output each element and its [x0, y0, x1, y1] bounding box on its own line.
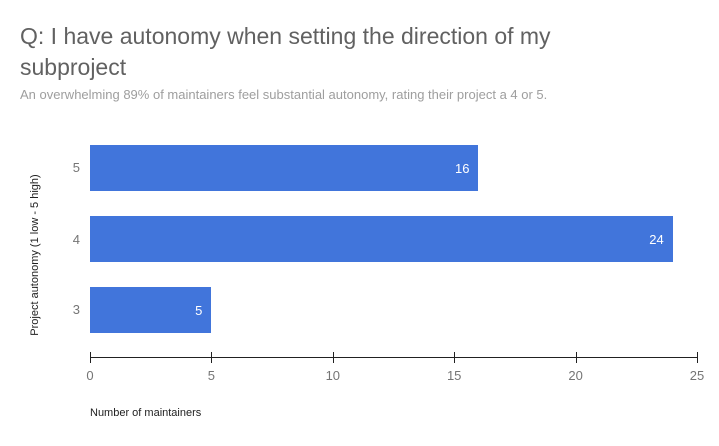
tick-mark — [90, 352, 91, 363]
plot-area: 16 24 5 0 5 10 15 20 25 — [86, 130, 704, 383]
bar-autonomy-3: 5 — [90, 287, 212, 333]
tick-label: 20 — [568, 368, 583, 383]
x-axis-title: Number of maintainers — [90, 407, 202, 419]
tick-label: 15 — [446, 368, 462, 383]
bar-value-label: 16 — [455, 160, 470, 176]
tick-label: 25 — [689, 368, 705, 383]
tick-mark — [211, 352, 213, 363]
bar-autonomy-5: 16 — [90, 145, 479, 191]
tick-label: 10 — [325, 368, 341, 383]
bar-value-label: 5 — [195, 302, 203, 318]
tick-label: 0 — [86, 368, 94, 383]
chart-title: Q: I have autonomy when setting the dire… — [20, 23, 551, 80]
tick-mark — [454, 352, 456, 363]
y-axis-title: Project autonomy (1 low - 5 high) — [29, 174, 41, 336]
category-label: 5 — [72, 160, 80, 175]
bar-autonomy-4: 24 — [90, 216, 673, 262]
bar-value-label: 24 — [649, 231, 664, 247]
tick-mark — [697, 352, 698, 363]
category-label: 3 — [72, 302, 80, 317]
tick-mark — [332, 352, 334, 363]
tick-mark — [575, 352, 577, 363]
category-label: 4 — [72, 232, 80, 247]
chart-subtitle: An overwhelming 89% of maintainers feel … — [20, 87, 548, 102]
tick-label: 5 — [207, 368, 215, 383]
x-axis-line — [90, 357, 697, 358]
